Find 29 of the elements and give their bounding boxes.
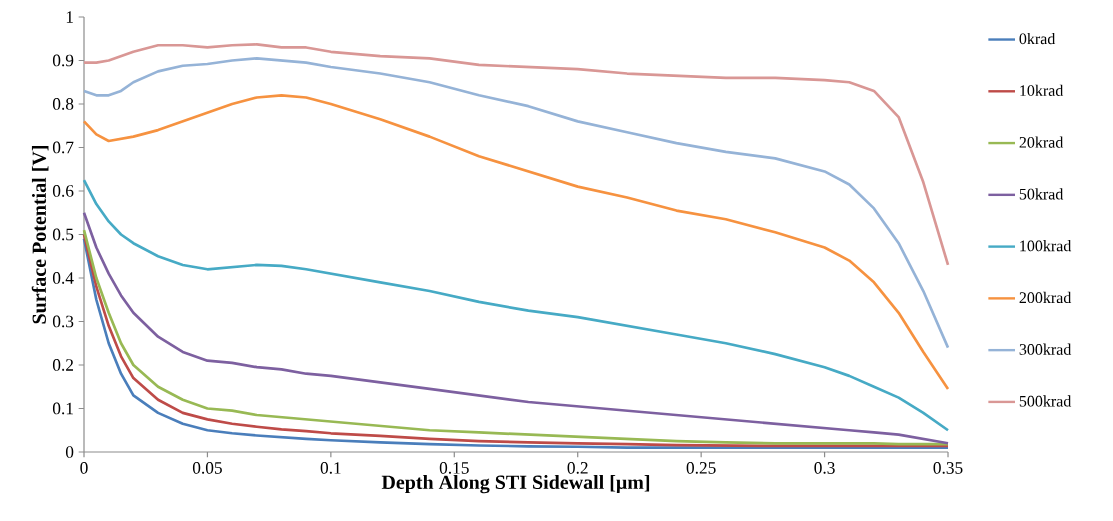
y-tick-label: 0.2 (52, 359, 74, 371)
y-tick-label: 0.6 (52, 185, 74, 197)
legend-label: 0krad (1019, 32, 1056, 45)
x-tick-label: 0.35 (933, 462, 963, 474)
y-tick-label: 0.1 (52, 402, 73, 415)
y-tick-label: 1 (66, 11, 73, 23)
x-tick-label: 0.1 (320, 462, 341, 474)
x-axis-title: Depth Along STI Sidewall [μm] (381, 474, 650, 494)
legend-label: 500krad (1019, 395, 1072, 407)
legend-label: 20krad (1019, 136, 1064, 148)
y-tick-label: 0.5 (52, 228, 74, 241)
x-tick-label: 0.2 (567, 462, 588, 474)
x-tick-label: 0.3 (814, 462, 835, 474)
y-tick-label: 0.9 (52, 54, 74, 67)
x-tick-label: 0.05 (192, 462, 222, 474)
y-tick-label: 0 (65, 446, 74, 458)
x-tick-label: 0.15 (439, 462, 469, 474)
legend-label: 10krad (1020, 84, 1064, 96)
legend-label: 200krad (1019, 291, 1072, 304)
y-axis-title: Surface Potential [V] (31, 146, 49, 324)
x-tick-label: 0 (80, 462, 88, 474)
legend-label: 50krad (1019, 188, 1064, 200)
y-tick-label: 0.7 (52, 141, 74, 154)
y-tick-label: 0.4 (52, 272, 74, 284)
legend-label: 300krad (1019, 343, 1072, 355)
legend-label: 100krad (1020, 240, 1072, 252)
y-tick-label: 0.8 (52, 98, 74, 110)
x-tick-label: 0.25 (686, 462, 716, 474)
y-tick-label: 0.3 (52, 315, 74, 328)
